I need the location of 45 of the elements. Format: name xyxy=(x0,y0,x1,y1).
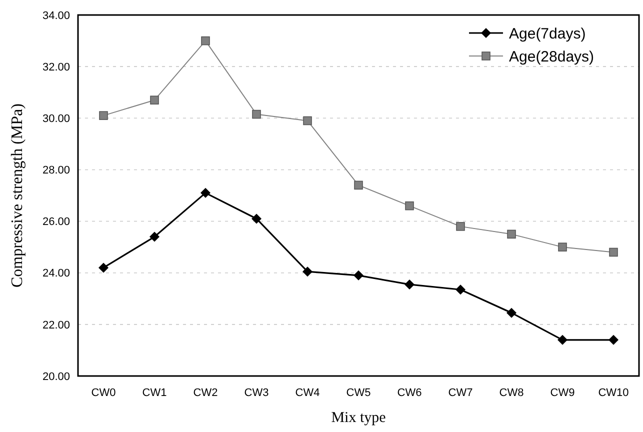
point xyxy=(404,279,414,290)
legend-label: Age(7days) xyxy=(509,25,586,42)
point xyxy=(200,188,210,198)
point xyxy=(456,222,465,231)
point xyxy=(303,116,312,126)
point xyxy=(609,248,618,257)
point xyxy=(150,96,159,104)
point xyxy=(201,36,210,46)
point xyxy=(558,242,567,252)
point xyxy=(99,111,108,120)
point xyxy=(354,270,364,280)
x-tick-label: CW4 xyxy=(295,387,320,399)
point xyxy=(252,214,262,224)
y-tick-label: 22.00 xyxy=(42,319,70,332)
legend-label: Age(28days) xyxy=(509,48,594,66)
y-tick-label: 24.00 xyxy=(42,268,70,280)
point xyxy=(405,201,414,210)
point xyxy=(98,262,108,273)
point xyxy=(252,110,261,119)
point xyxy=(456,284,466,295)
y-tick-label: 34.00 xyxy=(42,10,70,22)
y-axis-title: Compressive strength (MPa) xyxy=(9,104,26,288)
x-axis-title: Mix type xyxy=(331,410,386,426)
y-tick-label: 30.00 xyxy=(42,112,70,125)
y-tick-label: 20.00 xyxy=(42,370,70,383)
x-tick-label: CW6 xyxy=(397,387,422,399)
x-tick-label: CW9 xyxy=(550,387,575,399)
y-tick-label: 28.00 xyxy=(42,164,70,177)
point xyxy=(506,308,516,318)
point xyxy=(150,232,160,242)
x-tick-label: CW1 xyxy=(142,387,167,399)
point xyxy=(507,230,516,239)
point xyxy=(354,180,363,190)
point xyxy=(558,334,568,345)
x-tick-label: CW0 xyxy=(91,387,116,399)
x-tick-label: CW10 xyxy=(598,387,629,399)
x-tick-label: CW8 xyxy=(499,387,524,399)
point xyxy=(302,266,312,277)
x-tick-label: CW2 xyxy=(193,387,218,399)
point xyxy=(608,334,618,345)
y-tick-label: 26.00 xyxy=(42,216,70,228)
x-tick-label: CW5 xyxy=(346,387,371,399)
x-tick-label: CW3 xyxy=(244,387,269,399)
x-tick-label: CW7 xyxy=(448,387,473,399)
y-tick-label: 32.00 xyxy=(42,61,70,74)
